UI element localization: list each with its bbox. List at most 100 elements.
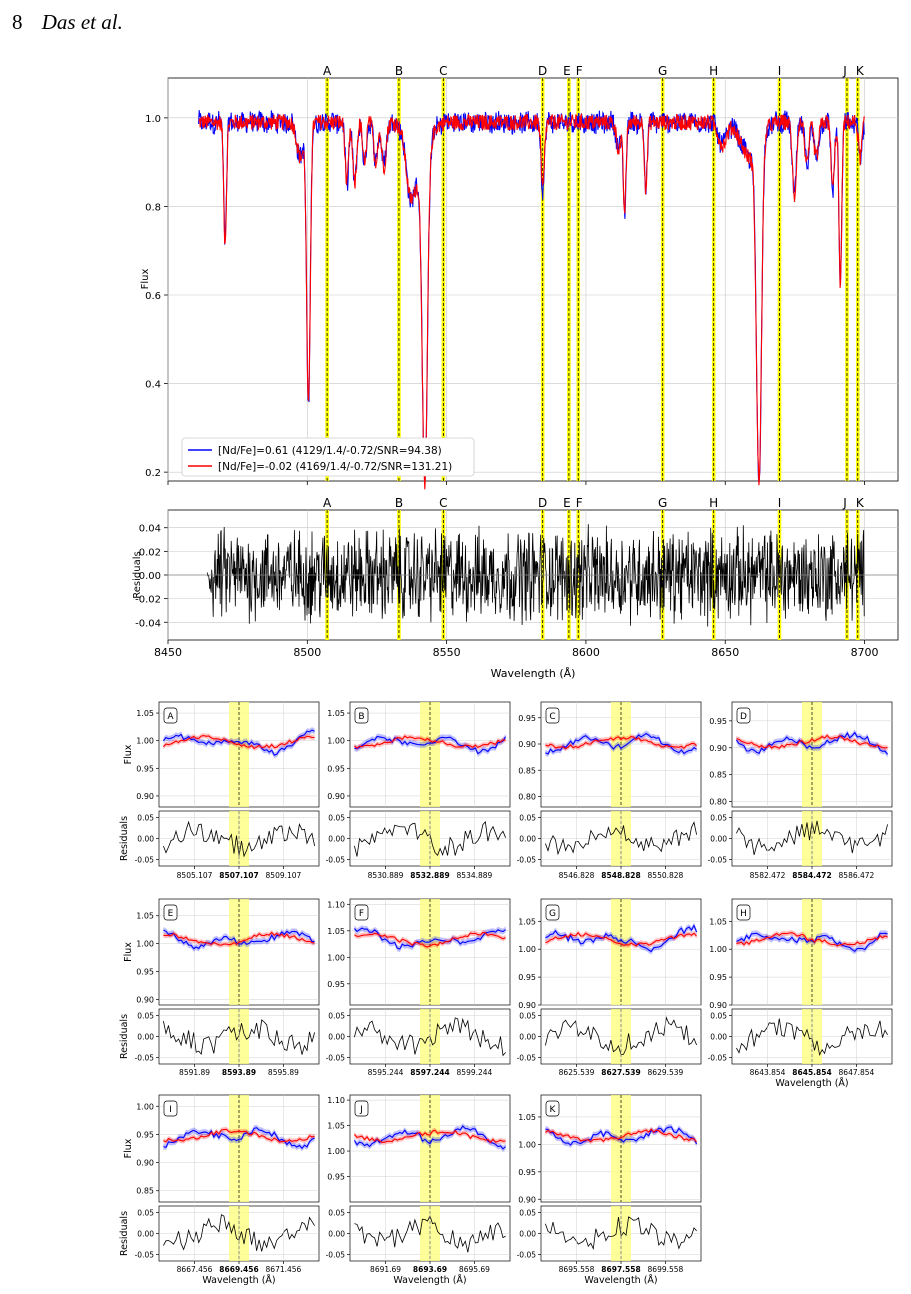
subpanel-id-label: B — [358, 712, 364, 722]
y-tick-label: 1.0 — [145, 114, 161, 125]
y-axis-label: Residuals — [119, 816, 130, 861]
x-tick-label: 8645.854 — [792, 1068, 831, 1077]
x-tick-label: 8595.244 — [368, 1068, 404, 1077]
y-tick-label: 0.00 — [519, 1230, 536, 1239]
page-header: 8 Das et al. — [12, 10, 123, 35]
series-red-spectrum — [545, 931, 698, 947]
legend-entry: [Nd/Fe]=0.61 (4129/1.4/-0.72/SNR=94.38) — [218, 445, 442, 457]
y-tick-label: 0.95 — [136, 764, 154, 773]
blue-uncertainty-band — [354, 1123, 506, 1152]
y-tick-label: 0.95 — [136, 1130, 154, 1139]
y-tick-label: 0.05 — [137, 813, 154, 822]
x-tick-label: 8546.828 — [559, 871, 595, 880]
subpanel-id-label: F — [359, 909, 364, 919]
y-tick-label: 0.90 — [518, 1195, 536, 1204]
x-axis-label: Wavelength (Å) — [202, 1274, 275, 1286]
legend: [Nd/Fe]=0.61 (4129/1.4/-0.72/SNR=94.38) [… — [181, 437, 475, 477]
y-tick-label: 0.00 — [519, 835, 536, 844]
y-tick-label: 0.90 — [327, 792, 345, 801]
y-tick-label: 1.05 — [518, 917, 536, 926]
subpanel-id-box — [545, 1100, 560, 1117]
x-tick-label: 8591.89 — [179, 1068, 210, 1077]
x-tick-label: 8505.107 — [177, 871, 213, 880]
x-tick-label: 8697.558 — [601, 1265, 640, 1274]
y-tick-label: 0.80 — [709, 798, 727, 807]
y-tick-label: 0.00 — [328, 835, 345, 844]
y-tick-label: 0.02 — [139, 547, 161, 558]
series-blue-spectrum — [163, 929, 315, 950]
main-axes-frame — [167, 77, 899, 482]
blue-uncertainty-band — [354, 925, 506, 952]
y-axis-label: Flux — [123, 1138, 134, 1158]
line-marker-label: B — [395, 64, 403, 78]
y-tick-label: 0.05 — [519, 813, 536, 822]
x-tick-label: 8669.456 — [219, 1265, 258, 1274]
page-number: 8 — [12, 10, 23, 34]
x-tick-label: 8597.244 — [410, 1068, 449, 1077]
blue-uncertainty-band — [354, 733, 506, 757]
x-tick-label: 8695.558 — [559, 1265, 595, 1274]
x-tick-label: 8625.539 — [559, 1068, 595, 1077]
series-red-spectrum — [163, 931, 315, 946]
x-tick-label: 8599.244 — [457, 1068, 493, 1077]
y-tick-label: 0.95 — [518, 1168, 536, 1177]
y-tick-label: -0.05 — [517, 856, 537, 865]
line-marker-label: G — [658, 64, 667, 78]
series-blue-spectrum — [735, 731, 889, 755]
x-tick-label: 8691.69 — [370, 1265, 401, 1274]
subpanel-id-box — [163, 1100, 178, 1117]
residual-panel: 0.04 0.02 0.00 -0.02 -0.04 8450 8500 8550 8600 86… — [132, 496, 899, 680]
y-tick-label: 0.00 — [519, 1033, 536, 1042]
x-tick-label: 8647.854 — [839, 1068, 875, 1077]
y-tick-label: 0.05 — [328, 813, 345, 822]
series-red-spectrum — [545, 735, 697, 750]
y-tick-label: -0.05 — [326, 856, 346, 865]
subpanel-C: 0.95 0.90 0.85 0.80 C 0.05 0.00 -0.05 8546.828 85… — [517, 701, 702, 880]
subpanel-id-box — [736, 904, 751, 921]
x-tick-label: 8507.107 — [219, 871, 258, 880]
subpanel-B: 1.05 1.00 0.95 0.90 B 0.05 0.00 -0.05 8530.889 85… — [326, 701, 511, 880]
x-tick-label: 8629.539 — [648, 1068, 684, 1077]
subpanel-K: 1.05 1.00 0.95 0.90 K 0.05 0.00 -0.05 8695.558 86… — [517, 1094, 702, 1286]
y-tick-label: 0.00 — [137, 1033, 154, 1042]
x-axis-label: Wavelength (Å) — [393, 1274, 466, 1286]
line-marker-label: D — [538, 64, 547, 78]
x-tick-label: 8700 — [851, 646, 879, 659]
y-axis-label: Residuals — [119, 1014, 130, 1059]
y-tick-label: 0.90 — [518, 740, 536, 749]
x-tick-label: 8548.828 — [601, 871, 640, 880]
series-blue-spectrum — [545, 924, 698, 953]
y-tick-label: -0.02 — [135, 595, 161, 606]
x-tick-label: 8699.558 — [648, 1265, 684, 1274]
y-tick-label: -0.05 — [135, 856, 155, 865]
y-tick-label: 1.10 — [327, 900, 345, 909]
x-tick-label: 8671.456 — [266, 1265, 302, 1274]
subpanel-id-label: D — [740, 712, 747, 722]
y-tick-label: 1.00 — [327, 737, 345, 746]
x-tick-label: 8600 — [572, 646, 600, 659]
x-tick-label: 8509.107 — [266, 871, 302, 880]
subpanel-id-label: C — [549, 712, 555, 722]
y-tick-label: 0.05 — [137, 1011, 154, 1020]
x-tick-label: 8584.472 — [792, 871, 831, 880]
line-marker-label: H — [709, 64, 718, 78]
subpanel-id-box — [545, 904, 560, 921]
y-tick-label: 1.00 — [709, 945, 727, 954]
series-red-spectrum — [163, 1128, 315, 1143]
y-axis-label: Flux — [123, 744, 134, 764]
y-tick-label: 0.00 — [139, 571, 161, 582]
x-tick-label: 8532.889 — [410, 871, 449, 880]
y-tick-label: 0.05 — [137, 1208, 154, 1217]
y-tick-label: 0.00 — [137, 835, 154, 844]
red-uncertainty-band — [545, 930, 697, 949]
red-uncertainty-band — [354, 1127, 506, 1145]
y-tick-label: 0.85 — [709, 771, 727, 780]
y-tick-label: -0.05 — [326, 1054, 346, 1063]
y-tick-label: 1.05 — [136, 912, 154, 921]
line-marker-label: C — [439, 64, 447, 78]
line-marker-label: A — [323, 64, 332, 78]
line-marker-label: F — [576, 64, 583, 78]
subpanel-id-label: E — [168, 909, 174, 919]
series-blue-spectrum — [545, 732, 697, 755]
